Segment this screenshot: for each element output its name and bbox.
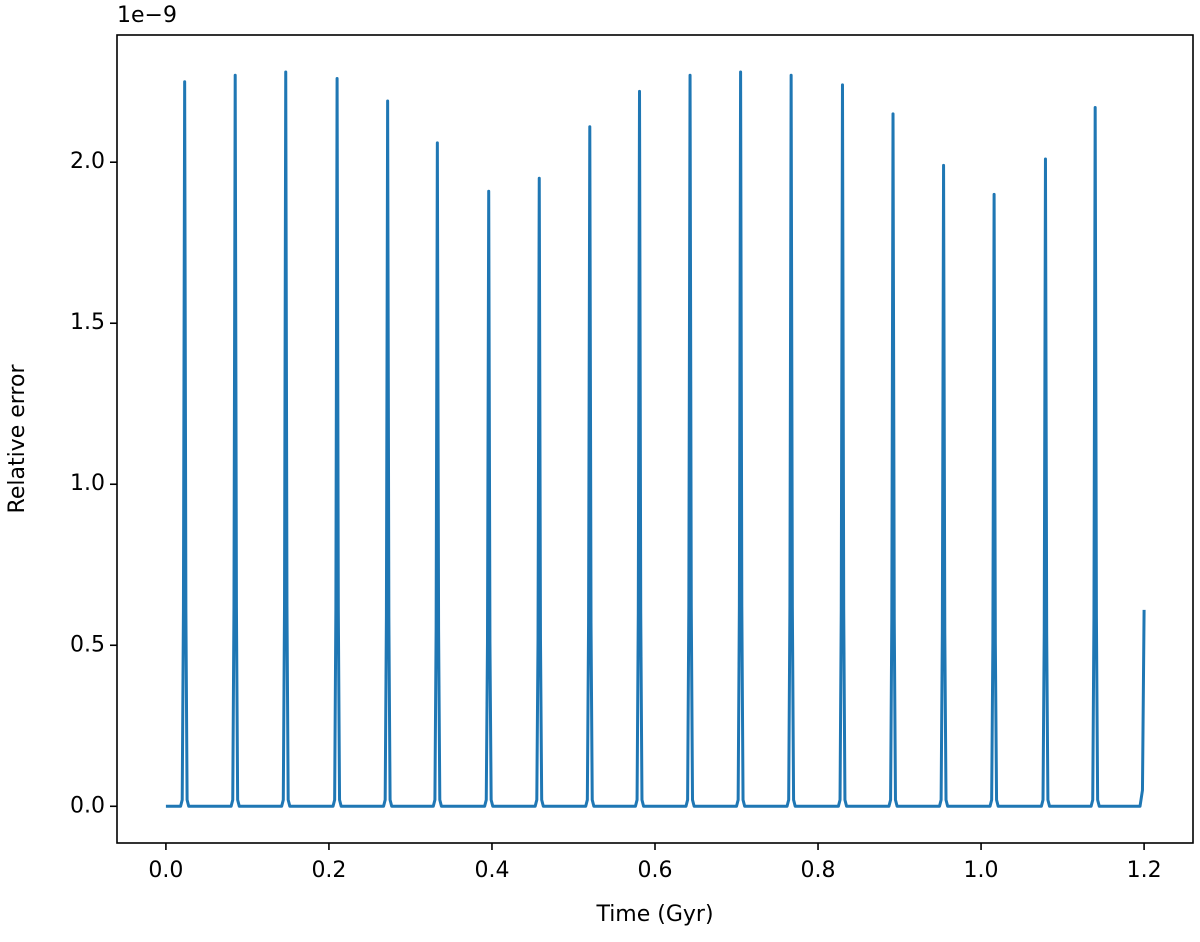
- y-offset-label: 1e−9: [117, 3, 177, 28]
- y-tick-label: 1.5: [70, 310, 105, 335]
- x-tick-label: 0.2: [311, 858, 346, 883]
- y-tick-label: 1.0: [70, 471, 105, 496]
- x-axis-label: Time (Gyr): [595, 902, 713, 927]
- y-tick-label: 0.0: [70, 793, 105, 818]
- x-tick-label: 1.2: [1127, 858, 1162, 883]
- y-axis-label: Relative error: [5, 364, 30, 514]
- y-tick-label: 0.5: [70, 632, 105, 657]
- line: [165, 70, 1146, 808]
- y-tick-label: 2.0: [70, 149, 105, 174]
- plot-frame: [116, 34, 1194, 844]
- x-tick-label: 0.6: [638, 858, 673, 883]
- x-tick-label: 0.4: [474, 858, 509, 883]
- x-tick-label: 0.8: [801, 858, 836, 883]
- x-tick-label: 1.0: [964, 858, 999, 883]
- x-tick-label: 0.0: [148, 858, 183, 883]
